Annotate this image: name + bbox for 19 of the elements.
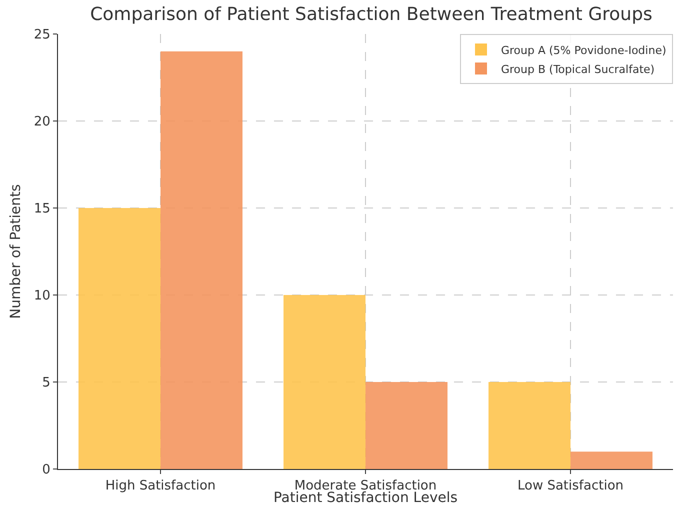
bar	[284, 295, 366, 469]
y-tick-label: 20	[34, 114, 50, 130]
bar	[488, 382, 570, 469]
chart-title: Comparison of Patient Satisfaction Between Treatment Groups	[90, 4, 652, 26]
x-tick-label: Low Satisfaction	[517, 478, 624, 494]
x-axis-title: Patient Satisfaction Levels	[273, 490, 458, 506]
y-tick-label: 10	[34, 288, 50, 304]
y-tick-label: 5	[42, 376, 50, 391]
y-axis-title: Number of Patients	[8, 184, 24, 319]
bar	[78, 208, 160, 469]
x-tick-label: High Satisfaction	[105, 478, 216, 494]
y-tick-label: 25	[34, 28, 50, 43]
legend-label: Group A (5% Povidone-Iodine)	[501, 44, 666, 57]
bar	[160, 51, 242, 469]
y-tick-label: 0	[42, 462, 50, 478]
legend-label: Group B (Topical Sucralfate)	[501, 62, 655, 76]
y-tick-label: 15	[34, 202, 50, 217]
bar	[366, 382, 448, 469]
bar	[570, 452, 652, 469]
